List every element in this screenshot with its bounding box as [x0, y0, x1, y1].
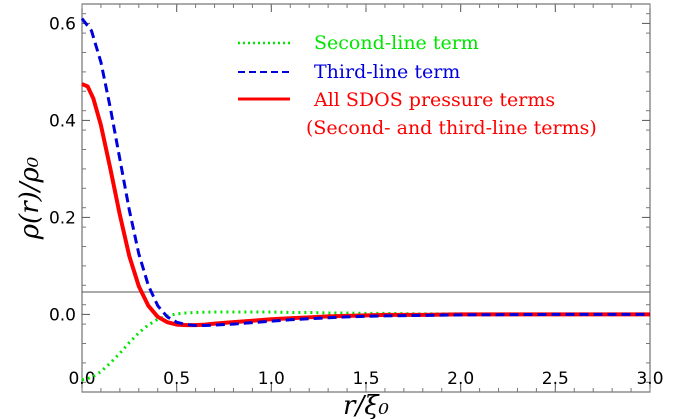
- series-second-line-term: [81, 310, 650, 382]
- series-layer: [80, 17, 650, 382]
- x-tick-label: 0.5: [163, 369, 190, 389]
- y-axis-label: ρ(r)/ρ₀: [15, 156, 45, 240]
- x-tick-label: 1.5: [352, 369, 379, 389]
- y-tick-label: 0.2: [49, 208, 76, 228]
- y-tick-label: 0.4: [49, 111, 76, 131]
- y-tick-label: 0.6: [49, 14, 76, 34]
- x-tick-label: 3.0: [636, 369, 663, 389]
- x-tick-label: 2.5: [542, 369, 569, 389]
- series-third-line-term: [80, 17, 650, 328]
- x-tick-label: 2.0: [447, 369, 474, 389]
- legend-label-third: Third-line term: [314, 61, 460, 83]
- y-tick-label: 0.0: [49, 305, 76, 325]
- x-axis-label: r/ξ₀: [343, 391, 390, 419]
- x-tick-labels: 0.0 0.5 1.0 1.5 2.0 2.5 3.0: [68, 369, 663, 389]
- legend-label-second: Second-line term: [314, 32, 479, 54]
- legend-label-all-line2: (Second- and third-line terms): [306, 117, 597, 139]
- tick-marks: [81, 4, 651, 392]
- x-tick-label: 1.0: [258, 369, 285, 389]
- legend-label-all: All SDOS pressure terms: [313, 89, 555, 111]
- legend: Second-line term Third-line term All SDO…: [238, 32, 597, 139]
- y-tick-labels: 0.0 0.2 0.4 0.6: [49, 14, 76, 325]
